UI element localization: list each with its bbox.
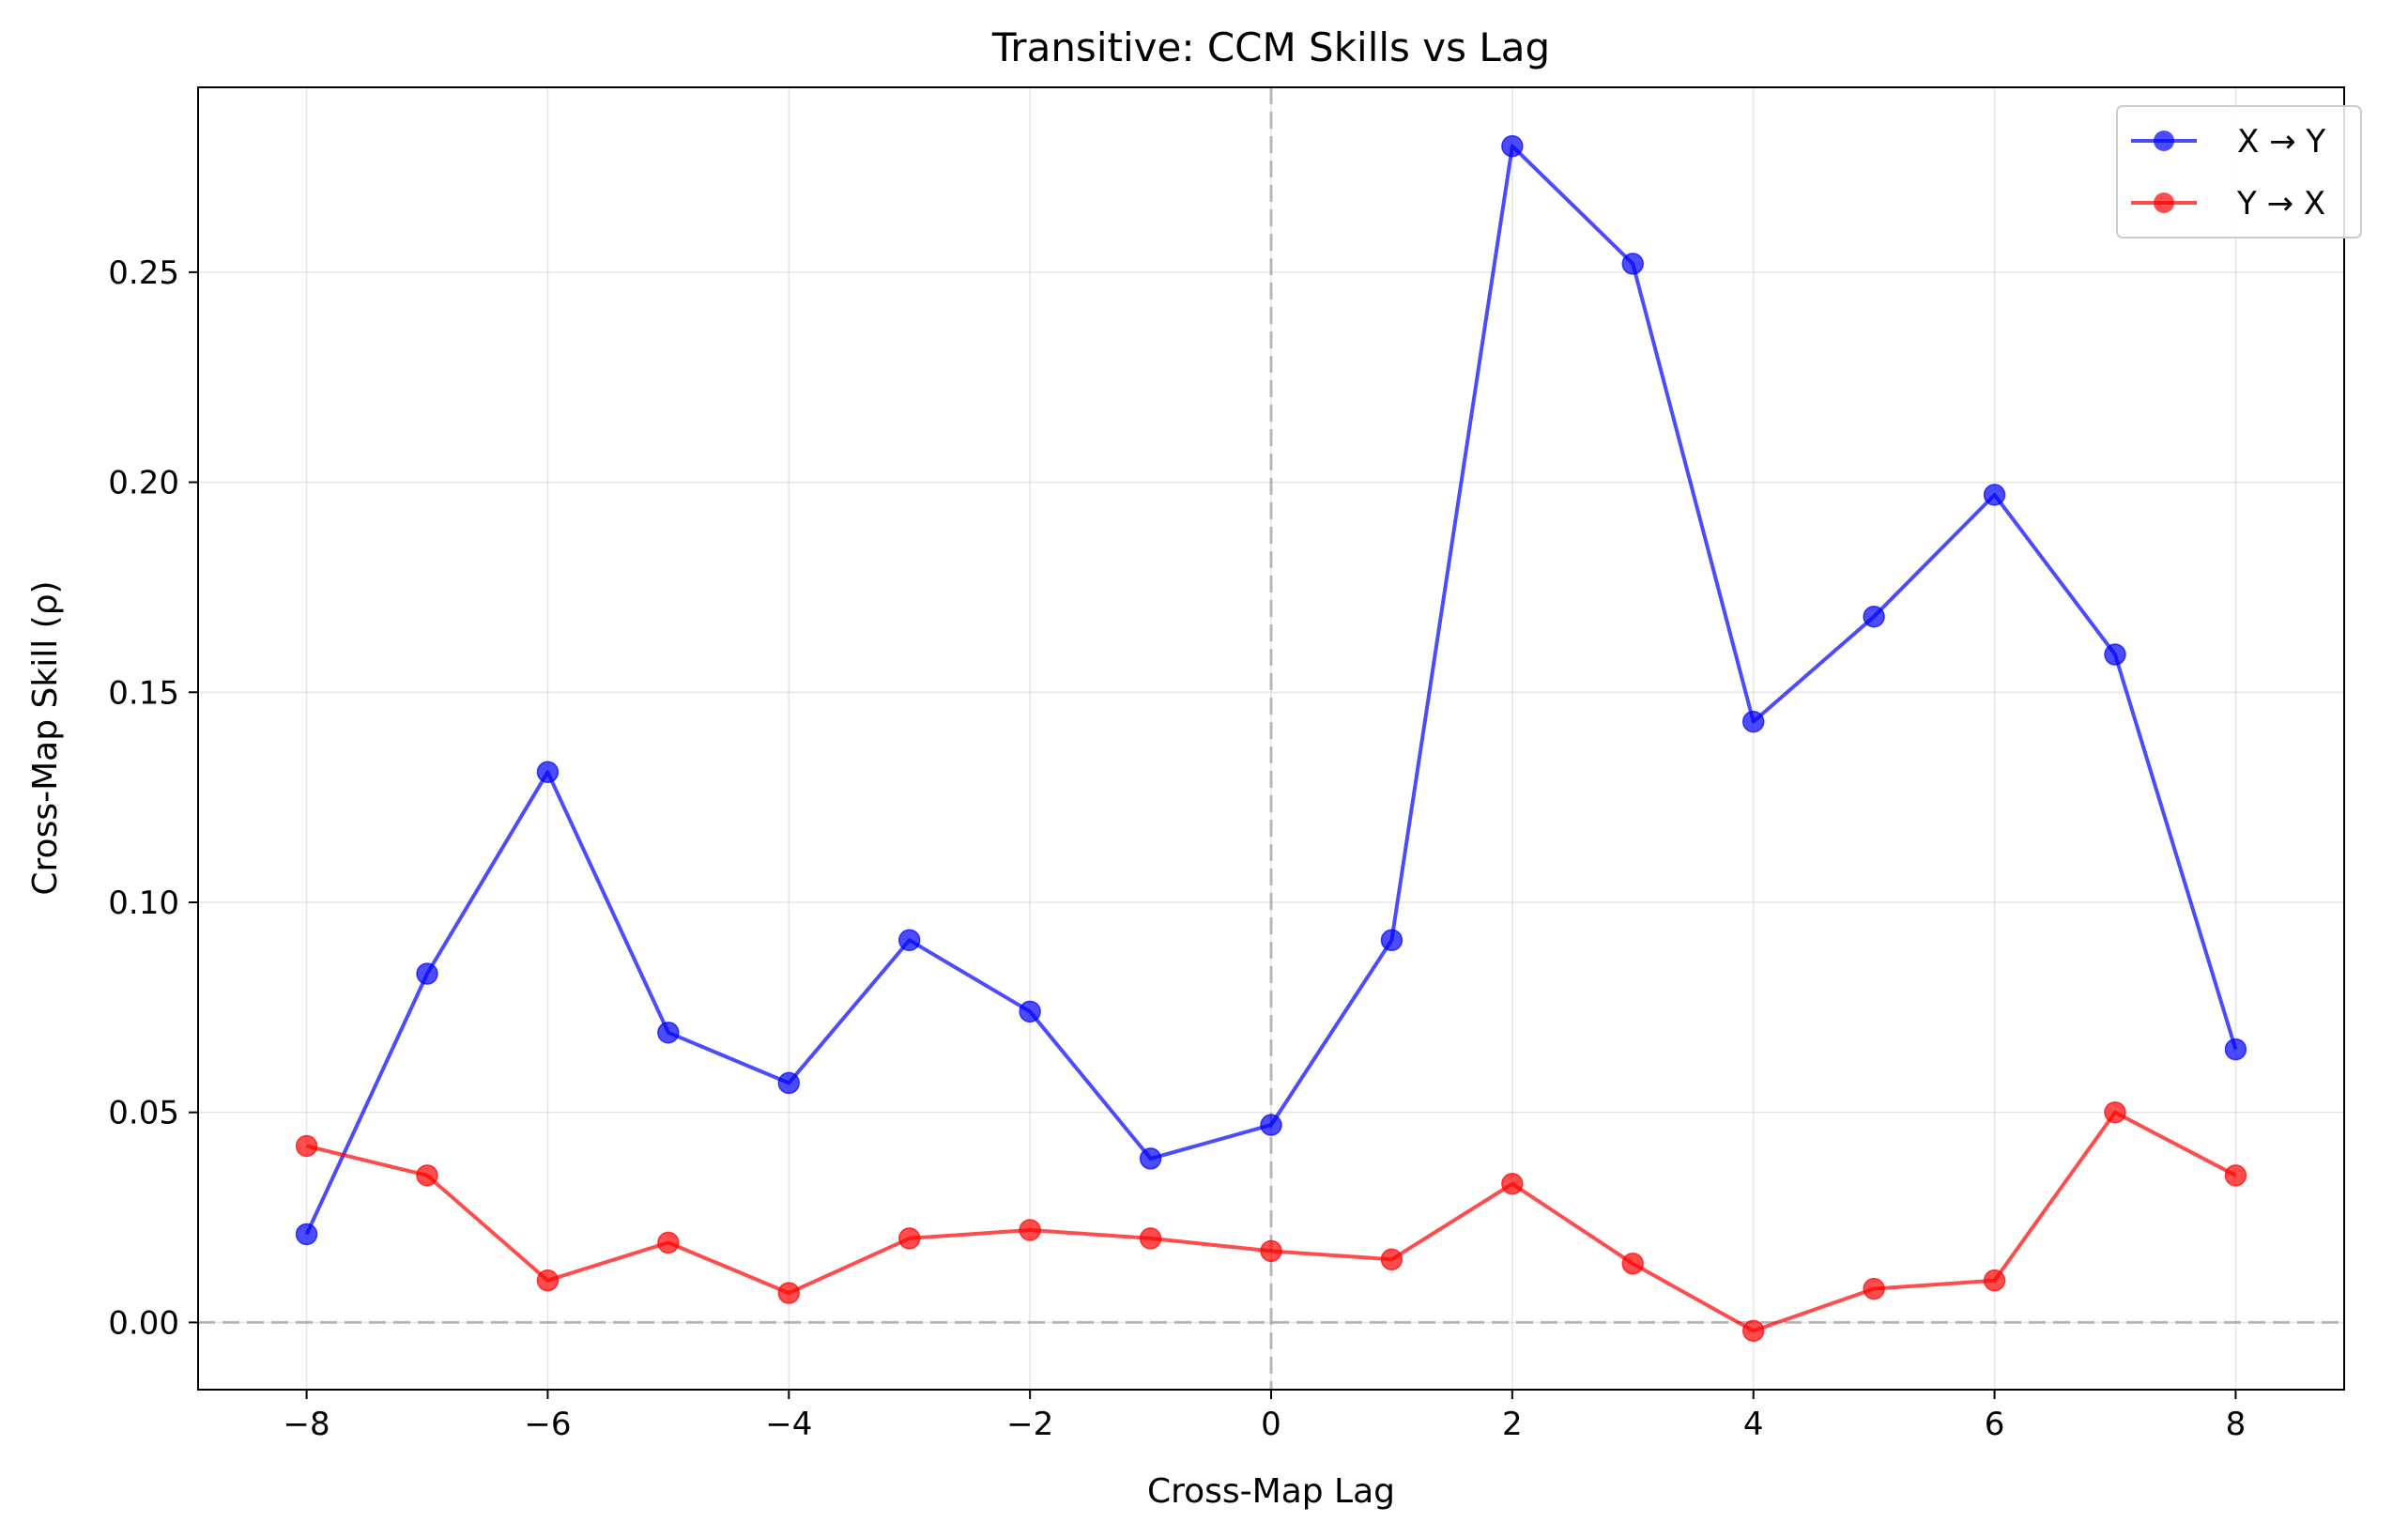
x-tick-label: −8	[284, 1406, 330, 1443]
data-point	[897, 929, 921, 952]
data-point	[295, 1134, 318, 1158]
data-point	[1380, 1248, 1403, 1271]
x-tick-label: −2	[1006, 1406, 1053, 1443]
data-point	[2224, 1038, 2247, 1061]
series-1	[295, 134, 2247, 1246]
data-point	[1501, 1173, 1524, 1195]
data-point	[1983, 1269, 2006, 1292]
legend-label: Y → X	[2236, 185, 2325, 223]
x-tick-label: 6	[1985, 1406, 2005, 1443]
data-point	[1380, 929, 1403, 952]
legend: X → Y Y → X	[2116, 105, 2362, 238]
data-point	[1983, 484, 2006, 506]
y-tick-label: 0.10	[108, 884, 179, 922]
chart-title: Transitive: CCM Skills vs Lag	[991, 24, 1550, 70]
y-axis-ticks: 0.00 0.05 0.10 0.15 0.20 0.25	[108, 254, 198, 1342]
reference-lines	[198, 87, 2344, 1390]
data-point	[2104, 1100, 2126, 1124]
series	[295, 134, 2247, 1343]
data-point	[536, 761, 560, 784]
x-axis-ticks: −8 −6 −4 −2 0 2 4 6 8	[284, 1390, 2247, 1443]
y-tick-label: 0.00	[108, 1304, 179, 1342]
data-point	[1260, 1239, 1282, 1263]
x-tick-label: 4	[1743, 1406, 1764, 1443]
data-point	[1260, 1114, 1282, 1136]
data-point	[416, 962, 438, 985]
data-point	[416, 1164, 438, 1187]
x-tick-label: −6	[524, 1406, 571, 1443]
x-axis-label: Cross-Map Lag	[1147, 1472, 1395, 1511]
legend-items: X → Y Y → X	[2131, 123, 2325, 223]
data-point	[295, 1223, 318, 1246]
data-point	[1501, 134, 1524, 158]
y-axis-label: Cross-Map Skill (ρ)	[26, 580, 65, 895]
data-point	[2104, 643, 2126, 666]
x-tick-label: 8	[2226, 1406, 2247, 1443]
x-tick-label: 0	[1261, 1406, 1281, 1443]
data-point	[1019, 1000, 1041, 1023]
data-point	[1139, 1147, 1162, 1170]
data-point	[1863, 605, 1885, 628]
data-point	[1019, 1219, 1041, 1241]
data-point	[657, 1231, 680, 1254]
data-point	[1139, 1227, 1162, 1250]
data-point	[897, 1227, 921, 1250]
x-tick-label: 2	[1502, 1406, 1523, 1443]
legend-marker	[2154, 192, 2174, 213]
data-point	[777, 1071, 801, 1095]
data-point	[1741, 710, 1765, 733]
legend-label: X → Y	[2237, 123, 2325, 161]
data-point	[2224, 1164, 2247, 1187]
series-2	[295, 1100, 2247, 1343]
data-point	[1621, 1253, 1645, 1275]
y-tick-label: 0.25	[108, 254, 179, 292]
data-point	[1863, 1277, 1885, 1300]
y-tick-label: 0.15	[108, 674, 179, 712]
x-tick-label: −4	[765, 1406, 812, 1443]
y-tick-label: 0.05	[108, 1095, 179, 1132]
y-tick-label: 0.20	[108, 465, 179, 502]
data-point	[777, 1282, 801, 1304]
data-point	[657, 1021, 680, 1044]
data-point	[536, 1269, 560, 1292]
data-point	[1741, 1319, 1765, 1343]
legend-marker	[2154, 131, 2174, 151]
data-point	[1621, 253, 1645, 275]
